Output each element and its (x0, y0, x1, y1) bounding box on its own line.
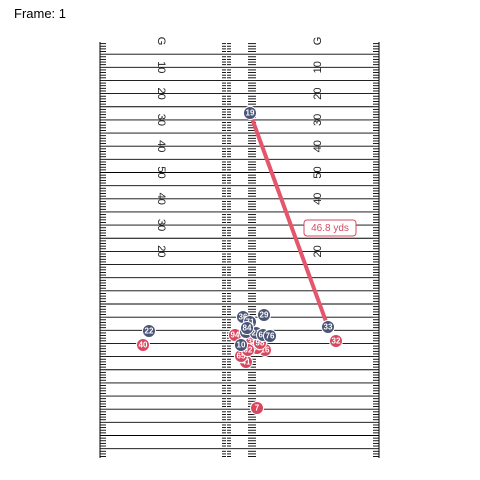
player-number: 33 (324, 323, 333, 332)
player-dot (263, 329, 277, 343)
yard-number-right: 20 (312, 245, 324, 257)
yard-number-left: G (155, 37, 167, 46)
player-number: 36 (239, 313, 248, 322)
yard-number-right: 50 (312, 166, 324, 178)
yard-number-left: 20 (155, 87, 167, 99)
yard-number-left: 30 (155, 114, 167, 126)
yard-number-left: 20 (155, 245, 167, 257)
player-dot (142, 324, 156, 338)
player-number: 29 (260, 311, 269, 320)
player-number: 40 (139, 341, 148, 350)
player-number: 94 (231, 331, 240, 340)
player-number: 16 (261, 346, 270, 355)
yard-number-left: 30 (155, 219, 167, 231)
player-dot (257, 308, 271, 322)
player-dot (136, 338, 150, 352)
player-number: 7 (255, 404, 260, 413)
player-marker: 7 (250, 401, 264, 415)
yard-number-right: 30 (312, 114, 324, 126)
player-marker: 19 (243, 106, 257, 120)
player-number: 38 (248, 338, 257, 347)
distance-label-box (303, 219, 357, 237)
player-number: 19 (246, 109, 255, 118)
player-marker: 32 (329, 334, 343, 348)
yard-labels: GG10102020303040405050404030302020 (155, 37, 324, 258)
yard-number-right: G (312, 37, 324, 46)
player-marker: 40 (136, 338, 150, 352)
player-marker: 76 (263, 329, 277, 343)
distance-label: 46.8 yds (311, 223, 349, 234)
frame-label: Frame: 1 (14, 6, 67, 21)
player-number: 76 (266, 332, 275, 341)
player-number: 22 (145, 327, 154, 336)
yard-number-left: 10 (155, 61, 167, 73)
player-number: 65 (237, 352, 246, 361)
player-number: 32 (332, 337, 341, 346)
player-marker: 33 (321, 320, 335, 334)
field-lines (99, 42, 380, 458)
yard-number-right: 20 (312, 87, 324, 99)
player-marker: 10 (234, 338, 248, 352)
player-number: 84 (243, 324, 252, 333)
player-marker: 22 (142, 324, 156, 338)
yard-number-right: 10 (312, 61, 324, 73)
player-marker: 29 (257, 308, 271, 322)
yard-number-left: 40 (155, 193, 167, 205)
player-number: 92 (244, 346, 253, 355)
player-dot (321, 320, 335, 334)
yard-number-left: 50 (155, 166, 167, 178)
player-marker: 84 (240, 321, 254, 335)
players-layer: 1922403629333279438164165699298372163767… (136, 106, 343, 415)
yard-number-right: 40 (312, 140, 324, 152)
yard-number-right: 40 (312, 193, 324, 205)
player-number: 10 (237, 341, 246, 350)
player-dot (250, 401, 264, 415)
player-dot (234, 338, 248, 352)
player-number: 98 (256, 339, 265, 348)
player-dot (329, 334, 343, 348)
yard-number-left: 40 (155, 140, 167, 152)
player-number: 41 (242, 358, 251, 367)
pass-line (248, 111, 330, 329)
player-dot (240, 321, 254, 335)
pass-layer: 46.8 yds (248, 111, 357, 329)
player-dot (243, 106, 257, 120)
